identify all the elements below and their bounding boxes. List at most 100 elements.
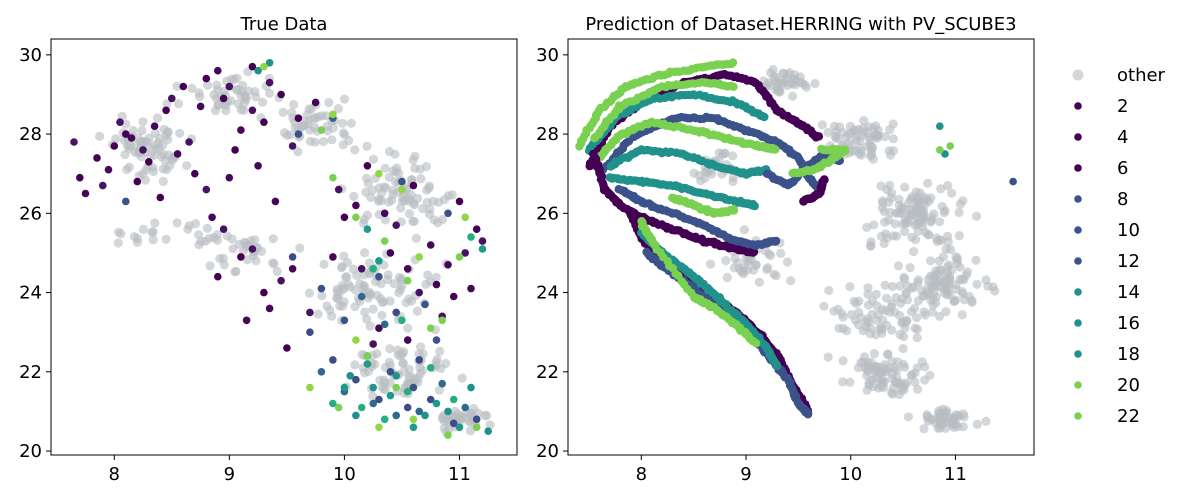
series-22-point — [409, 415, 418, 424]
other-point — [415, 342, 426, 352]
other-point — [305, 136, 316, 146]
legend-label: 10 — [1117, 220, 1140, 241]
other-point — [922, 410, 932, 420]
other-point — [154, 143, 164, 153]
series-6-point — [116, 118, 124, 126]
series-2-point — [363, 162, 372, 170]
series-20-point — [946, 142, 954, 150]
other-point — [318, 136, 329, 147]
other-point — [165, 161, 175, 171]
other-point — [205, 261, 215, 271]
other-point — [934, 256, 944, 266]
other-point — [124, 162, 134, 172]
series-14-point — [936, 122, 944, 130]
series-22-point — [375, 169, 383, 178]
other-point — [863, 289, 873, 299]
x-tick-label: 10 — [839, 464, 862, 485]
other-point — [465, 426, 476, 436]
other-point — [890, 219, 900, 229]
other-point — [313, 309, 323, 319]
series-12-point — [357, 292, 366, 301]
other-point — [877, 328, 887, 338]
other-point — [914, 198, 924, 208]
other-point — [910, 377, 920, 387]
other-point — [929, 279, 940, 289]
series-10-point — [288, 253, 297, 261]
other-point — [926, 216, 936, 226]
other-point — [333, 104, 343, 114]
other-point — [944, 271, 955, 281]
other-point — [972, 419, 982, 429]
other-point — [862, 222, 872, 232]
other-point — [434, 385, 444, 395]
other-point — [128, 125, 138, 136]
other-point — [782, 257, 793, 267]
other-point — [954, 207, 964, 218]
other-point — [823, 352, 833, 362]
other-point — [898, 359, 909, 369]
series-16-point — [432, 399, 441, 408]
series-2-point — [814, 132, 824, 141]
series-18-point — [426, 364, 435, 372]
other-point — [378, 384, 389, 394]
series-6-point — [219, 225, 228, 233]
other-point — [377, 310, 387, 320]
other-point — [432, 354, 442, 364]
series-4-point — [467, 284, 475, 293]
series-14-point — [346, 372, 355, 380]
other-point — [944, 260, 954, 270]
other-point — [925, 370, 935, 380]
legend-label: 4 — [1117, 127, 1128, 148]
series-18-point — [760, 112, 769, 122]
other-point — [363, 178, 373, 188]
y-tick-label: 30 — [19, 45, 42, 66]
other-point — [95, 131, 105, 141]
other-point — [923, 178, 933, 188]
legend-label: 20 — [1117, 375, 1140, 396]
other-point — [912, 363, 922, 373]
legend-marker — [1074, 164, 1082, 172]
series-22-point — [260, 62, 268, 71]
legend-label: 2 — [1117, 96, 1128, 117]
other-point — [887, 325, 897, 335]
other-point — [162, 99, 172, 109]
series-4-point — [375, 324, 383, 333]
other-point — [132, 237, 143, 247]
other-point — [411, 233, 421, 243]
other-point — [728, 151, 738, 161]
series-20-point — [380, 237, 389, 245]
other-point — [754, 277, 765, 287]
series-8-point — [317, 284, 326, 293]
series-16-point — [478, 245, 487, 253]
other-point — [838, 127, 848, 137]
other-point — [947, 188, 957, 198]
other-point — [195, 92, 205, 102]
other-point — [394, 287, 404, 298]
other-point — [790, 74, 800, 84]
other-point — [182, 161, 192, 171]
other-point — [865, 329, 876, 339]
series-8-point — [294, 130, 303, 138]
legend-label: 22 — [1117, 406, 1140, 427]
other-point — [383, 274, 393, 285]
other-point — [418, 349, 428, 359]
other-point — [934, 311, 945, 321]
series-16-point — [375, 257, 383, 265]
other-point — [939, 207, 949, 218]
other-point — [251, 256, 261, 266]
other-point — [370, 359, 380, 369]
series-20-point — [729, 82, 738, 92]
other-point — [293, 147, 303, 157]
other-point — [913, 384, 923, 394]
other-point — [851, 298, 861, 308]
other-point — [421, 279, 431, 289]
series-14-point — [467, 383, 475, 392]
other-point — [295, 243, 305, 253]
other-point — [278, 107, 288, 117]
other-point — [138, 117, 148, 127]
series-8-point — [444, 209, 452, 218]
series-2-point — [156, 193, 165, 202]
other-point — [894, 194, 904, 204]
other-point — [838, 377, 848, 387]
other-point — [981, 416, 991, 426]
